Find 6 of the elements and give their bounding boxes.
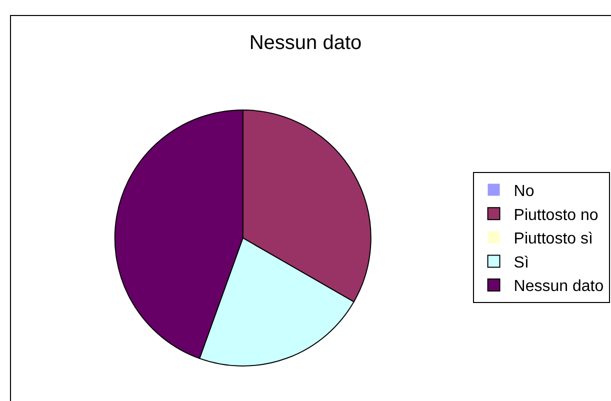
legend-label: Piuttosto no — [514, 206, 598, 224]
legend-label: No — [514, 183, 534, 200]
legend-label: Sì — [514, 254, 529, 272]
legend-label: Piuttosto sì — [514, 230, 593, 248]
legend-label: Nessun dato — [514, 278, 604, 296]
chart-title: Nessun dato — [249, 32, 362, 54]
